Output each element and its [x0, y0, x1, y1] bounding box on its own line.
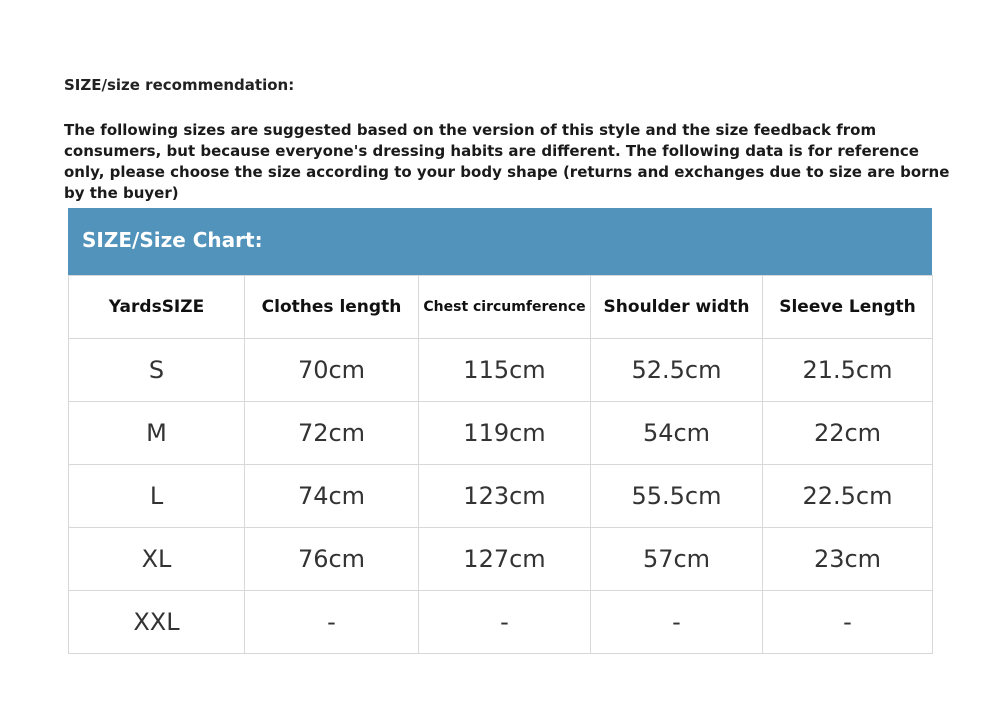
size-chart: SIZE/Size Chart: YardsSIZE Clothes length…: [68, 208, 933, 654]
table-row: XL 76cm 127cm 57cm 23cm: [68, 527, 933, 591]
table-row: XXL - - - -: [68, 590, 933, 654]
column-header: Clothes length: [244, 275, 419, 339]
column-header: YardsSIZE: [68, 275, 245, 339]
size-table: YardsSIZE Clothes length Chest circumferen…: [68, 275, 933, 654]
table-cell: 23cm: [762, 527, 933, 591]
table-cell: 22cm: [762, 401, 933, 465]
table-cell: 76cm: [244, 527, 419, 591]
table-cell: M: [68, 401, 245, 465]
table-cell: 123cm: [418, 464, 591, 528]
table-cell: 119cm: [418, 401, 591, 465]
table-cell: 55.5cm: [590, 464, 763, 528]
table-cell: -: [590, 590, 763, 654]
table-cell: 70cm: [244, 338, 419, 402]
table-cell: 21.5cm: [762, 338, 933, 402]
table-cell: 127cm: [418, 527, 591, 591]
table-cell: 54cm: [590, 401, 763, 465]
description: The following sizes are suggested based …: [64, 121, 950, 202]
table-row: S 70cm 115cm 52.5cm 21.5cm: [68, 338, 933, 402]
column-header: Shoulder width: [590, 275, 763, 339]
table-cell: 52.5cm: [590, 338, 763, 402]
table-cell: -: [244, 590, 419, 654]
table-cell: L: [68, 464, 245, 528]
table-cell: 115cm: [418, 338, 591, 402]
table-cell: -: [762, 590, 933, 654]
header-row: YardsSIZE Clothes length Chest circumferen…: [68, 275, 933, 339]
table-cell: XXL: [68, 590, 245, 654]
section-title: SIZE/size recommendation:: [64, 76, 295, 94]
table-cell: 74cm: [244, 464, 419, 528]
table-cell: 72cm: [244, 401, 419, 465]
table-cell: 22.5cm: [762, 464, 933, 528]
table-row: M 72cm 119cm 54cm 22cm: [68, 401, 933, 465]
column-header: Chest circumference: [418, 275, 591, 339]
table-cell: 57cm: [590, 527, 763, 591]
column-header: Sleeve Length: [762, 275, 933, 339]
table-cell: XL: [68, 527, 245, 591]
table-row: L 74cm 123cm 55.5cm 22.5cm: [68, 464, 933, 528]
chart-title: SIZE/Size Chart:: [68, 208, 932, 275]
table-cell: S: [68, 338, 245, 402]
table-cell: -: [418, 590, 591, 654]
